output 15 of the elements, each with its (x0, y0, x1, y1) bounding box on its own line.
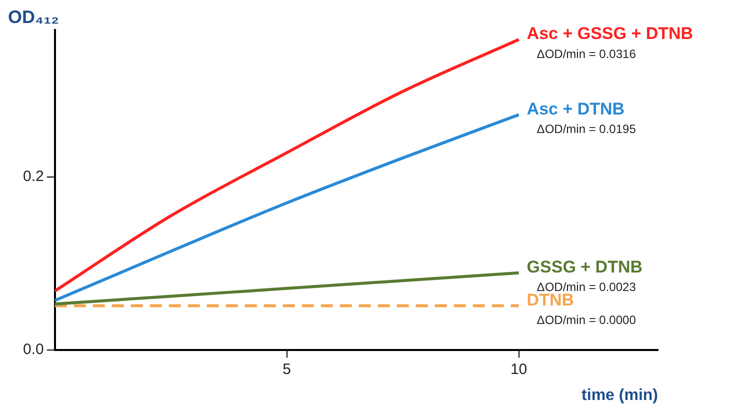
annotation: ΔOD/min = 0.0000 (536, 313, 636, 328)
line-series (54, 38, 520, 293)
annotation: ΔOD/min = 0.0316 (536, 46, 636, 61)
line-series (54, 113, 520, 302)
series-label: Asc + GSSG + DTNB (526, 24, 694, 44)
x-tick-label: 10 (510, 360, 528, 378)
y-axis-title: OD₄₁₂ (8, 6, 60, 27)
series-label: GSSG + DTNB (526, 258, 643, 277)
x-tick-label: 5 (282, 360, 292, 378)
annotation: ΔOD/min = 0.0195 (536, 122, 636, 136)
y-tick-label: 0.2 (22, 168, 44, 186)
series-label: Asc + DTNB (526, 99, 625, 118)
y-tick-label: 0.0 (22, 340, 44, 358)
x-axis-title: time (min) (582, 386, 658, 404)
line-series (54, 271, 520, 306)
